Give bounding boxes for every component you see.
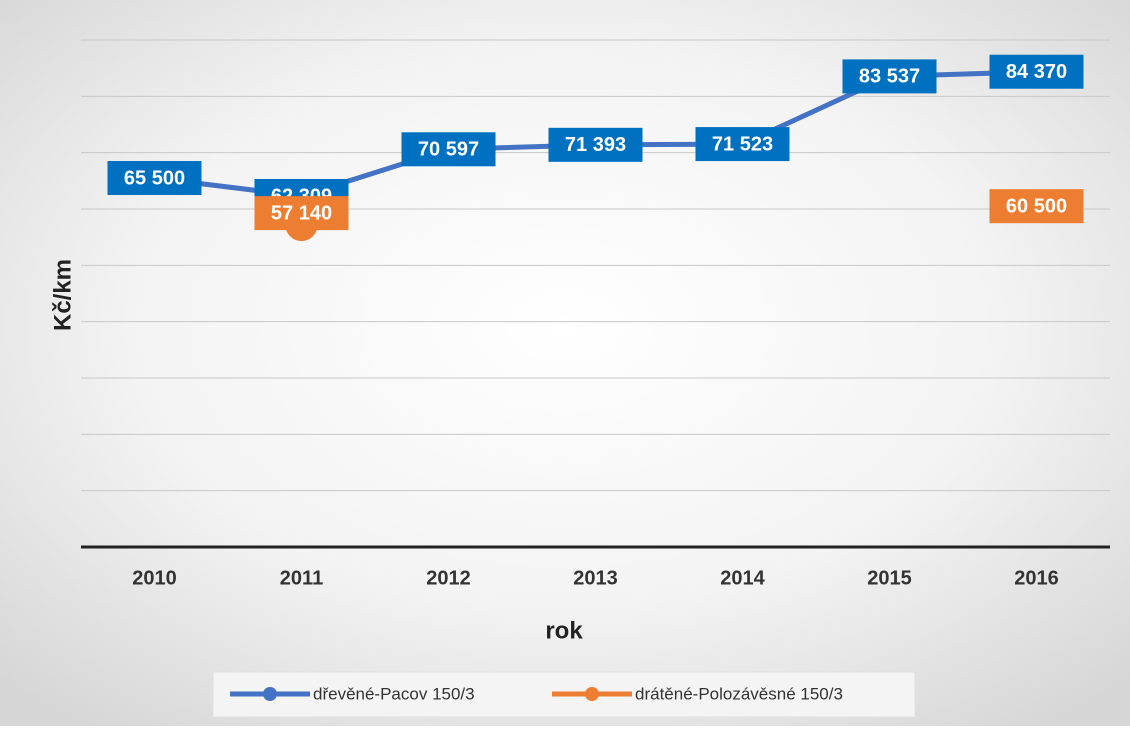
legend-swatch-marker xyxy=(263,687,277,701)
data-label: 84 370 xyxy=(1006,61,1067,83)
legend-swatch-marker xyxy=(585,687,599,701)
data-label-box xyxy=(401,132,496,167)
data-label: 65 500 xyxy=(124,167,185,189)
data-label-box xyxy=(842,59,937,94)
x-tick-label: 2011 xyxy=(280,567,323,589)
y-axis-label: Kč/km xyxy=(49,259,76,331)
data-label: 71 393 xyxy=(565,134,626,156)
data-label-box xyxy=(254,196,349,231)
x-axis-label: rok xyxy=(545,617,583,644)
legend-label: drátěné-Polozávěsné 150/3 xyxy=(635,684,843,703)
data-label: 71 523 xyxy=(712,133,773,155)
data-label: 83 537 xyxy=(859,66,920,88)
x-tick-label: 2013 xyxy=(573,567,618,589)
x-tick-label: 2014 xyxy=(720,567,765,589)
x-tick-label: 2010 xyxy=(132,567,177,589)
data-label-box xyxy=(695,127,790,162)
data-label: 70 597 xyxy=(418,139,479,161)
data-label-box xyxy=(548,127,643,162)
x-tick-label: 2016 xyxy=(1014,567,1059,589)
x-tick-label: 2015 xyxy=(867,567,912,589)
legend-label: dřevěné-Pacov 150/3 xyxy=(313,684,475,703)
data-label-box xyxy=(989,189,1084,224)
data-label: 60 500 xyxy=(1006,195,1067,217)
data-label: 57 140 xyxy=(271,202,332,224)
x-tick-label: 2012 xyxy=(426,567,471,589)
data-label-box xyxy=(107,161,202,196)
data-label-box xyxy=(989,54,1084,89)
